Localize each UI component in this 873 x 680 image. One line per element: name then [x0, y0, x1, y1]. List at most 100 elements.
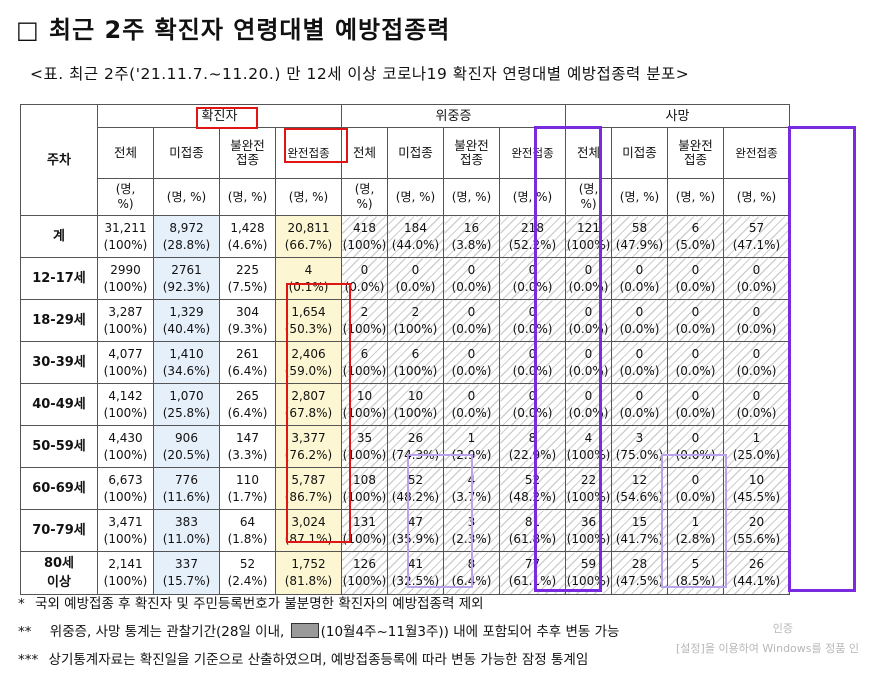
table-cell: 41 (32.5%): [387, 551, 444, 595]
table-cell: 6 (100%): [387, 341, 444, 384]
table-row: 계 31,211 (100%) 8,972 (28.8%) 1,428 (4.6%) 20,8…: [20, 215, 790, 258]
table-cell: 22 (100%): [565, 467, 612, 510]
cell-count: 41: [407, 557, 424, 571]
cell-count: 10: [748, 472, 765, 487]
cell-count: 2: [411, 304, 420, 319]
cell-count: 59: [580, 557, 597, 571]
subheader-death-0: 전체: [565, 127, 612, 179]
cell-count: 1,329: [169, 304, 204, 319]
cell-count: 22: [580, 472, 597, 487]
table-cell: 0 (0.0%): [611, 383, 668, 426]
cell-percent: (0.0%): [619, 363, 660, 378]
cell-percent: (0.0%): [736, 363, 777, 378]
table-cell: 3,024 (87.1%): [275, 509, 342, 552]
cell-percent: (35.9%): [391, 531, 440, 546]
cell-count: 0: [691, 430, 700, 445]
cell-count: 3,377: [291, 430, 326, 445]
table-cell: 1,428 (4.6%): [219, 215, 276, 258]
cell-count: 0: [584, 262, 593, 277]
table-cell: 225 (7.5%): [219, 257, 276, 300]
table-cell: 0 (0.0%): [723, 257, 790, 300]
group-header-severe: 위중증: [341, 104, 566, 128]
table-cell: 0 (0.0%): [499, 341, 566, 384]
cell-count: 0: [528, 346, 537, 361]
cell-percent: (100%): [393, 405, 438, 420]
cell-percent: (0.0%): [451, 321, 492, 336]
vaccination-table-container: 주차 확진자 위중증 사망 전체 미접종 불완전 접종 완전접종 전체 미접종 불완전 접종…: [20, 104, 856, 595]
table-cell: 52 (48.2%): [499, 467, 566, 510]
cell-count: 108: [353, 472, 376, 487]
cell-percent: (41.7%): [615, 531, 664, 546]
table-cell: 2761 (92.3%): [153, 257, 220, 300]
unit-death-0: (명, %): [565, 178, 612, 216]
table-cell: 58 (47.9%): [611, 215, 668, 258]
table-cell: 20 (55.6%): [723, 509, 790, 552]
cell-percent: (100%): [342, 531, 387, 546]
cell-percent: (0.0%): [568, 363, 609, 378]
table-cell: 261 (6.4%): [219, 341, 276, 384]
cell-percent: (2.4%): [227, 574, 268, 588]
cell-count: 1,654: [291, 304, 326, 319]
cell-count: 8,972: [169, 220, 204, 235]
table-cell: 3,377 (76.2%): [275, 425, 342, 468]
cell-percent: (0.0%): [619, 321, 660, 336]
cell-count: 26: [748, 557, 765, 571]
subheader-severe-1: 미접종: [387, 127, 444, 179]
cell-percent: (100%): [342, 574, 387, 588]
unit-death-3: (명, %): [723, 178, 790, 216]
table-cell: 5,787 (86.7%): [275, 467, 342, 510]
footnote-mark: **: [18, 624, 32, 640]
header-week: 주차: [20, 104, 98, 216]
table-cell: 0 (0.0%): [341, 257, 388, 300]
cell-count: 52: [407, 472, 424, 487]
subheader-severe-3: 완전접종: [499, 127, 566, 179]
table-cell: 4 (3.7%): [443, 467, 500, 510]
cell-percent: (15.7%): [162, 574, 211, 588]
cell-count: 5,787: [291, 472, 326, 487]
cell-count: 0: [528, 304, 537, 319]
table-cell: 0 (0.0%): [611, 341, 668, 384]
table-caption: <표. 최근 2주('21.11.7.~11.20.) 만 12세 이상 코로나…: [30, 65, 690, 83]
vaccination-table: 주차 확진자 위중증 사망 전체 미접종 불완전 접종 완전접종 전체 미접종 불완전 접종…: [20, 104, 790, 595]
row-label: 60-69세: [20, 467, 98, 510]
cell-percent: (100%): [103, 237, 148, 252]
table-cell: 10 (100%): [387, 383, 444, 426]
cell-percent: (0.0%): [675, 489, 716, 504]
table-cell: 1,654 (50.3%): [275, 299, 342, 342]
table-cell: 1 (2.9%): [443, 425, 500, 468]
table-cell: 8,972 (28.8%): [153, 215, 220, 258]
cell-count: 0: [584, 304, 593, 319]
cell-count: 776: [175, 472, 198, 487]
cell-percent: (76.2%): [284, 447, 333, 462]
cell-count: 225: [236, 262, 259, 277]
cell-count: 0: [691, 472, 700, 487]
table-cell: 36 (100%): [565, 509, 612, 552]
table-cell: 28 (47.5%): [611, 551, 668, 595]
cell-percent: (0.0%): [736, 405, 777, 420]
cell-count: 57: [748, 220, 765, 235]
table-cell: 131 (100%): [341, 509, 388, 552]
cell-count: 0: [691, 304, 700, 319]
row-label: 12-17세: [20, 257, 98, 300]
table-cell: 3,287 (100%): [97, 299, 154, 342]
cell-count: 5: [691, 557, 700, 571]
table-cell: 0 (0.0%): [723, 299, 790, 342]
table-cell: 52 (48.2%): [387, 467, 444, 510]
cell-percent: (100%): [342, 447, 387, 462]
cell-percent: (6.4%): [227, 363, 268, 378]
cell-percent: (44.0%): [391, 237, 440, 252]
footnote-mark: *: [18, 596, 25, 612]
table-row: 18-29세 3,287 (100%) 1,329 (40.4%) 304 (9.3%) 1,…: [20, 299, 790, 342]
table-cell: 110 (1.7%): [219, 467, 276, 510]
cell-percent: (100%): [342, 489, 387, 504]
table-cell: 776 (11.6%): [153, 467, 220, 510]
table-cell: 16 (3.8%): [443, 215, 500, 258]
cell-count: 47: [407, 514, 424, 529]
unit-confirmed-1: (명, %): [153, 178, 220, 216]
group-header-death: 사망: [565, 104, 790, 128]
cell-count: 126: [353, 557, 376, 571]
table-cell: 0 (0.0%): [667, 425, 724, 468]
table-cell: 6 (100%): [341, 341, 388, 384]
cell-count: 0: [528, 388, 537, 403]
table-cell: 0 (0.0%): [443, 299, 500, 342]
